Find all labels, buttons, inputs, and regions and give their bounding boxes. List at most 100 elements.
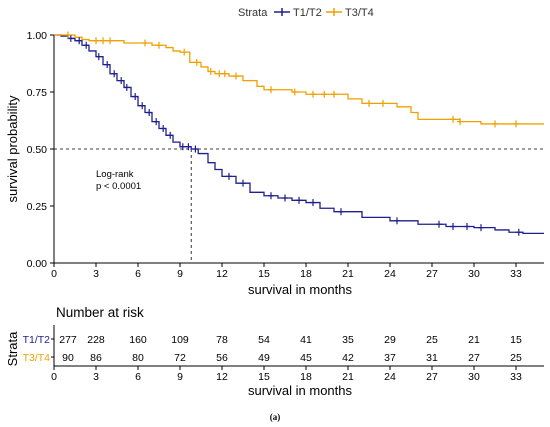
risk-x-tick-label: 3	[93, 371, 99, 383]
figure-caption: (a)	[270, 412, 281, 422]
risk-row-label: T3/T4	[23, 352, 51, 364]
risk-count: 31	[426, 352, 438, 364]
censor-mark	[207, 67, 214, 75]
risk-count: 35	[342, 334, 354, 346]
censor-mark	[95, 53, 102, 61]
censor-mark	[394, 217, 400, 225]
censor-mark	[160, 124, 167, 132]
risk-count: 90	[62, 352, 74, 364]
censor-mark	[83, 41, 90, 49]
x-tick-label: 12	[216, 268, 228, 280]
x-tick-label: 18	[300, 268, 312, 280]
censor-marks	[65, 31, 522, 236]
censor-mark	[104, 61, 111, 69]
risk-table-title: Number at risk	[56, 305, 144, 320]
y-tick-label: 1.00	[27, 30, 48, 42]
censor-mark	[380, 99, 386, 107]
censor-mark	[233, 72, 239, 80]
risk-count: 277	[59, 334, 77, 346]
x-tick-label: 24	[384, 268, 396, 280]
x-tick-label: 30	[468, 268, 480, 280]
censor-mark	[146, 109, 153, 117]
censor-mark	[192, 145, 199, 153]
risk-count: 45	[300, 352, 312, 364]
censor-mark	[65, 31, 71, 39]
survival-plot: survival probability survival in months …	[5, 30, 544, 297]
censor-mark	[76, 37, 83, 45]
risk-count: 80	[132, 352, 144, 364]
censor-mark	[450, 115, 456, 123]
censor-mark	[296, 196, 302, 204]
risk-count: 25	[510, 352, 522, 364]
censor-mark	[132, 93, 139, 101]
censor-mark	[111, 70, 118, 78]
risk-count: 15	[510, 334, 522, 346]
censor-mark	[321, 90, 328, 98]
risk-count: 54	[258, 334, 270, 346]
legend-label: T3/T4	[345, 7, 374, 19]
x-tick-label: 9	[177, 268, 183, 280]
risk-x-tick-label: 18	[300, 371, 312, 383]
risk-x-tick-label: 15	[258, 371, 270, 383]
censor-mark	[226, 172, 232, 180]
censor-mark	[93, 37, 99, 45]
risk-x-tick-label: 33	[510, 371, 522, 383]
risk-table: Number at risk Strata T1/T2 277 228 160 109 7…	[5, 305, 544, 398]
censor-mark	[515, 228, 522, 236]
censor-mark	[291, 88, 298, 96]
censor-mark	[464, 223, 470, 231]
risk-x-tick-label: 24	[384, 371, 396, 383]
legend-entry-t3t4: T3/T4	[326, 7, 374, 19]
risk-table-ylabel: Strata	[5, 331, 20, 366]
censor-mark	[185, 143, 192, 151]
censor-mark	[268, 192, 274, 200]
risk-count: 86	[90, 352, 102, 364]
x-axis-label: survival in months	[248, 282, 353, 297]
risk-count: 49	[258, 352, 270, 364]
censor-mark	[153, 118, 160, 126]
tick-labels: 0 3 6 9 12 15 18 21 24 27 30 33 0.00 0.25 0.50 0.75 1.00	[27, 30, 522, 280]
risk-x-tick-label: 12	[216, 371, 228, 383]
x-tick-label: 21	[342, 268, 354, 280]
censor-mark	[221, 70, 228, 78]
censor-mark	[436, 220, 442, 228]
risk-tick-labels: 0 3 6 9 12 15 18 21 24 27 30 33	[51, 366, 522, 383]
risk-count: 37	[384, 352, 396, 364]
risk-count: 29	[384, 334, 396, 346]
x-tick-label: 33	[510, 268, 522, 280]
risk-x-tick-label: 30	[468, 371, 480, 383]
censor-mark	[156, 41, 162, 49]
risk-count: 56	[216, 352, 228, 364]
censor-mark	[282, 194, 288, 202]
censor-mark	[167, 131, 174, 139]
censor-mark	[310, 90, 316, 98]
legend-title: Strata	[238, 7, 268, 19]
censor-mark	[366, 99, 372, 107]
censor-mark	[179, 143, 186, 151]
legend-entry-t1t2: T1/T2	[274, 7, 322, 19]
logrank-label: Log-rank	[96, 169, 134, 180]
y-tick-label: 0.25	[27, 201, 48, 213]
censor-mark	[331, 90, 337, 98]
risk-count: 41	[300, 334, 312, 346]
y-tick-label: 0.75	[27, 87, 48, 99]
risk-row-label: T1/T2	[23, 334, 51, 346]
risk-x-axis-label: survival in months	[248, 383, 353, 398]
censor-mark	[450, 223, 456, 231]
censor-mark	[67, 34, 74, 42]
survival-curve-t3t4	[54, 34, 544, 125]
risk-count: 21	[468, 334, 480, 346]
y-tick-label: 0.50	[27, 144, 48, 156]
censor-mark	[139, 102, 146, 110]
censor-mark	[240, 179, 246, 187]
x-tick-label: 27	[426, 268, 438, 280]
logrank-pvalue: p < 0.0001	[96, 181, 141, 192]
censor-mark	[310, 199, 316, 207]
risk-count: 42	[342, 352, 354, 364]
censor-mark	[100, 37, 106, 45]
median-reference-lines	[54, 148, 544, 263]
censor-mark	[268, 86, 274, 94]
censor-mark	[142, 39, 148, 47]
censor-mark	[457, 118, 463, 126]
